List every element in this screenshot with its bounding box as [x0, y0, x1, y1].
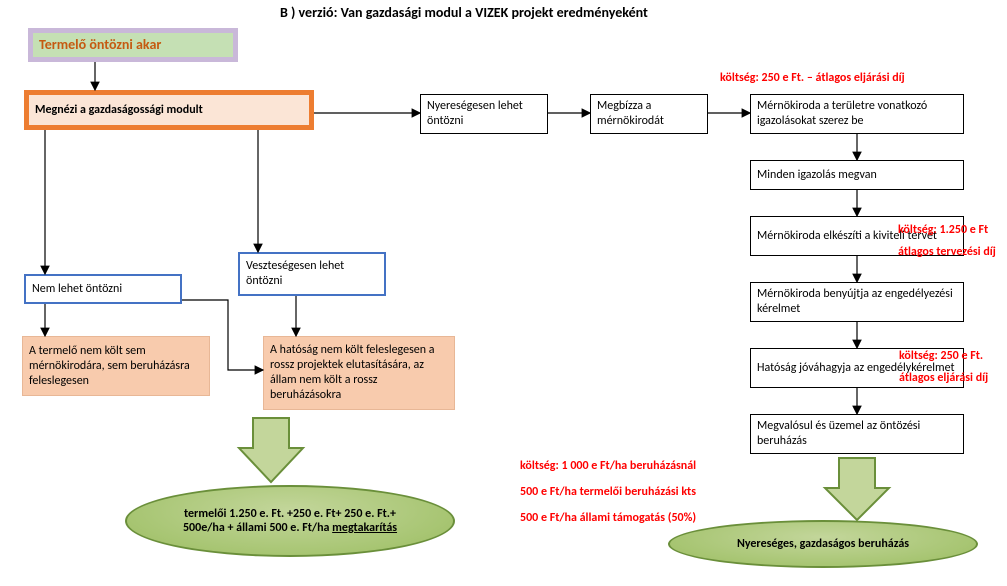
node-no-irrigation: Nem lehet öntözni: [24, 274, 182, 304]
node-loss-irrigation: Veszteségesen lehet öntözni: [238, 252, 386, 296]
node-loss-irrigation-label: Veszteségesen lehet öntözni: [246, 259, 378, 289]
ellipse-result: Nyereséges, gazdaságos beruházás: [668, 520, 978, 568]
ellipse-savings-underline: megtakarítás: [332, 521, 397, 535]
cost-note-3b: átlagos tervezési díj: [898, 244, 996, 260]
page-title: B ) verzió: Van gazdasági modul a VIZEK …: [280, 4, 648, 21]
cost-note-6b: 500 e Ft/ha termelői beruházási kts: [520, 484, 696, 500]
node-step2-label: Minden igazolás megvan: [757, 168, 877, 183]
cost-note-5b: átlagos eljárási díj: [899, 370, 988, 386]
cost-note-5a: költség: 250 e Ft.: [899, 348, 983, 364]
ellipse-savings-line1: termelői 1.250 e. Ft. +250 e. Ft+ 250 e.…: [184, 507, 396, 521]
node-step1: Mérnökiroda a területre vonatkozó igazol…: [750, 94, 964, 134]
ellipse-savings-line2: 500e/ha + állami 500 e. Ft/ha megtakarít…: [183, 521, 397, 535]
node-start: Termelő öntözni akar: [28, 28, 238, 62]
node-step6-label: Megvalósul és üzemel az öntözési beruház…: [757, 419, 957, 449]
node-no-irrigation-label: Nem lehet öntözni: [32, 282, 122, 297]
node-profit-irrigation-label: Nyereségesen lehet öntözni: [427, 99, 541, 129]
node-result-mid-label: A hatóság nem költ feleslegesen a rossz …: [270, 343, 448, 403]
node-step4-label: Mérnökiroda benyújtja az engedélyezési k…: [757, 287, 957, 317]
cost-note-1: költség: 250 e Ft. – átlagos eljárási dí…: [720, 70, 905, 86]
node-step4: Mérnökiroda benyújtja az engedélyezési k…: [750, 282, 964, 322]
node-check-module: Megnézi a gazdaságossági modult: [24, 90, 314, 130]
cost-note-6a: költség: 1 000 e Ft/ha beruházásnál: [520, 458, 696, 474]
node-hire-engineer: Megbízza a mérnökirodát: [590, 94, 708, 134]
node-result-left-label: A termelő nem költ sem mérnökirodára, se…: [29, 344, 203, 389]
node-profit-irrigation: Nyereségesen lehet öntözni: [420, 94, 548, 134]
node-result-mid: A hatóság nem költ feleslegesen a rossz …: [263, 336, 455, 410]
ellipse-savings: termelői 1.250 e. Ft. +250 e. Ft+ 250 e.…: [125, 485, 455, 557]
node-result-left: A termelő nem költ sem mérnökirodára, se…: [22, 336, 210, 396]
node-check-module-label: Megnézi a gazdaságossági modult: [35, 103, 203, 118]
node-step2: Minden igazolás megvan: [750, 160, 964, 190]
node-step6: Megvalósul és üzemel az öntözési beruház…: [750, 414, 964, 454]
node-hire-engineer-label: Megbízza a mérnökirodát: [597, 99, 701, 129]
cost-note-3a: költség: 1.250 e Ft: [898, 222, 988, 238]
node-start-label: Termelő öntözni akar: [39, 36, 161, 54]
ellipse-savings-line2a: 500e/ha + állami 500 e. Ft/ha: [183, 521, 332, 535]
cost-note-6c: 500 e Ft/ha állami támogatás (50%): [520, 510, 696, 526]
ellipse-result-label: Nyereséges, gazdaságos beruházás: [737, 537, 909, 551]
node-step1-label: Mérnökiroda a területre vonatkozó igazol…: [757, 99, 957, 129]
